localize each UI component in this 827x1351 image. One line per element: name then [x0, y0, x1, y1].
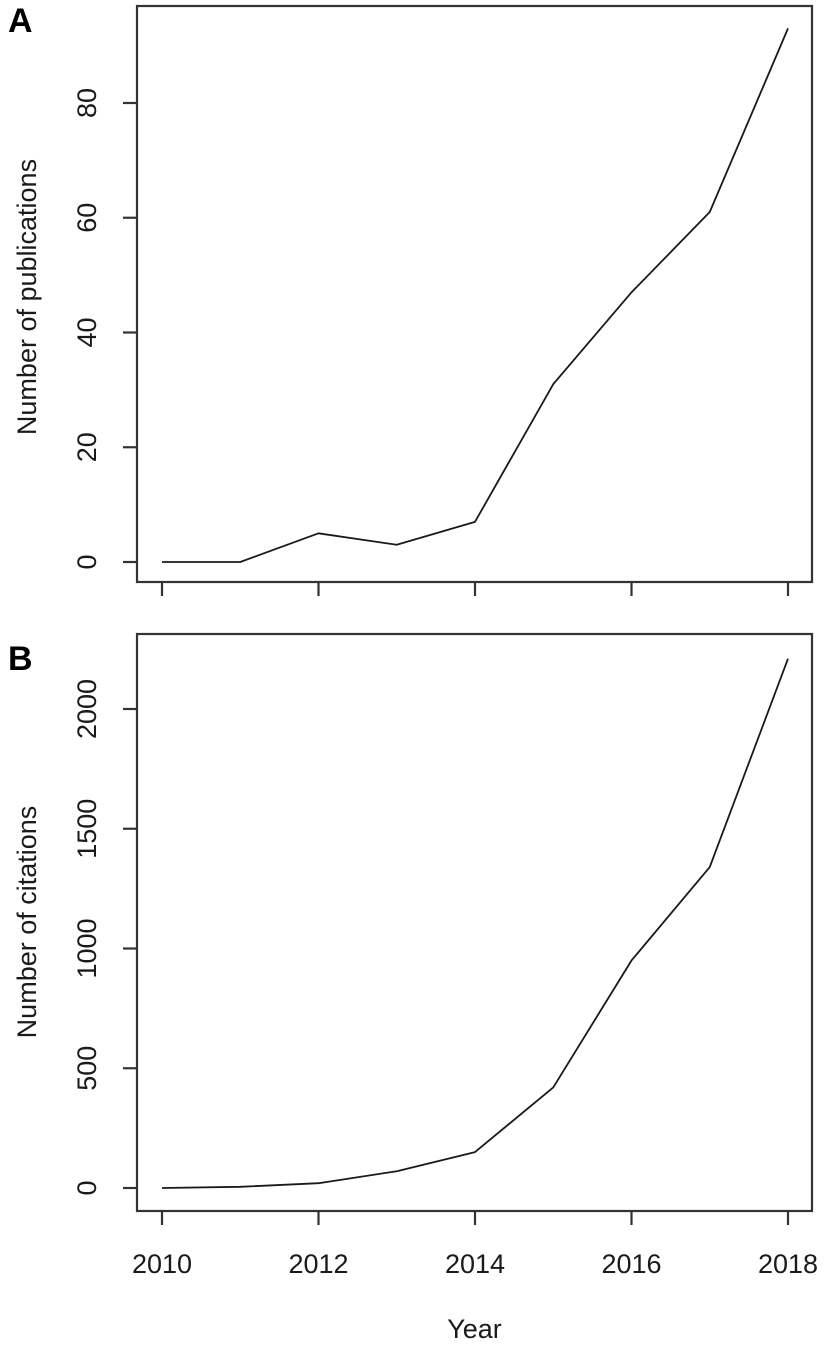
x-axis-title: Year [447, 1314, 502, 1344]
x-tick-label: 2018 [758, 1249, 818, 1279]
panel-a-frame [135, 4, 814, 584]
panel-b-y-tick-label: 500 [72, 1046, 102, 1091]
x-tick-label: 2014 [445, 1249, 505, 1279]
panel-a-data-line [162, 28, 789, 563]
panel-b-y-tick-label: 1000 [72, 918, 102, 978]
panel-a-letter: A [8, 2, 33, 40]
panel-a-y-tick-label: 0 [72, 554, 102, 569]
panel-b-letter: B [8, 640, 33, 678]
x-tick-label: 2010 [132, 1249, 192, 1279]
panel-a-plot: 0 20 40 60 80 [72, 4, 814, 596]
panel-b-y-tick-label: 1500 [72, 799, 102, 859]
panel-a-y-tick-label: 60 [72, 203, 102, 233]
x-tick-label: 2016 [601, 1249, 661, 1279]
panel-a-y-tick-label: 80 [72, 88, 102, 118]
panel-b-frame [135, 632, 814, 1213]
panel-b-y-tick-label: 2000 [72, 679, 102, 739]
panel-b-plot: 2010 2012 2014 2016 2018 0 500 1000 1500 2000 [72, 632, 818, 1279]
panel-b-data-line [161, 658, 789, 1189]
panel-a-y-tick-label: 20 [72, 432, 102, 462]
panel-a-y-tick-label: 40 [72, 317, 102, 347]
x-tick-label: 2012 [288, 1249, 348, 1279]
panel-b-y-tick-label: 0 [72, 1180, 102, 1195]
